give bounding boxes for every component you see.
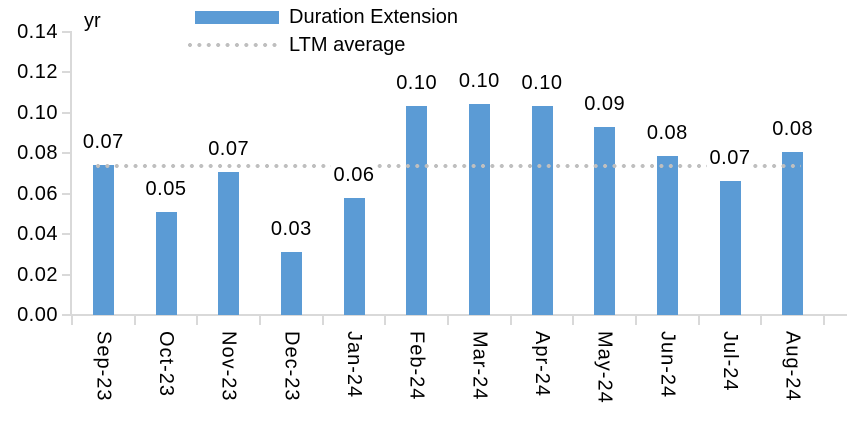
bar-value-label: 0.06 [331, 163, 377, 186]
y-tick-mark [62, 192, 70, 195]
bar-value-label: 0.08 [646, 122, 688, 145]
chart-legend: Duration Extension LTM average [188, 3, 458, 59]
y-tick-label: 0.10 [17, 101, 58, 124]
x-category-label: Dec-23 [280, 331, 303, 402]
ltm-average-line [95, 164, 801, 169]
bar-value-label: 0.05 [145, 177, 187, 200]
bar [468, 103, 490, 315]
x-category-label: Jul-24 [719, 331, 741, 392]
x-tick-mark [447, 316, 449, 325]
x-category-label: Feb-24 [405, 331, 428, 401]
y-axis-unit-label: yr [84, 10, 101, 32]
bar [406, 105, 428, 315]
y-tick-label: 0.08 [17, 142, 58, 165]
x-tick-mark [635, 316, 637, 325]
legend-label-duration-extension: Duration Extension [289, 5, 458, 28]
x-category-label: Jan-24 [343, 331, 365, 399]
y-tick-label: 0.06 [17, 182, 58, 205]
x-category-label: Aug-24 [781, 331, 804, 402]
bar [531, 105, 553, 315]
bar-value-label: 0.03 [270, 218, 312, 241]
y-tick-mark [62, 71, 70, 74]
x-category-label: Oct-23 [155, 331, 177, 398]
legend-dotted-line-swatch-icon [188, 43, 279, 47]
legend-item-ltm-average: LTM average [188, 31, 458, 59]
bar-value-label: 0.10 [396, 71, 438, 94]
x-category-label: Apr-24 [531, 331, 553, 398]
x-tick-mark [321, 316, 324, 325]
bar [343, 197, 365, 315]
bar-value-label: 0.10 [458, 69, 500, 92]
x-tick-mark [572, 316, 575, 325]
y-tick-label: 0.00 [17, 304, 58, 326]
bar-value-label: 0.07 [205, 138, 252, 161]
x-tick-mark [259, 316, 261, 325]
bar-value-label: 0.10 [521, 71, 563, 94]
y-tick-mark [62, 233, 70, 236]
y-tick-label: 0.12 [17, 61, 58, 84]
y-tick-mark [62, 111, 70, 114]
y-tick-mark [62, 31, 70, 33]
bar-value-label: 0.07 [82, 131, 124, 154]
x-category-label: Mar-24 [468, 331, 491, 401]
legend-label-ltm-average: LTM average [289, 33, 406, 56]
x-tick-mark [133, 316, 136, 325]
x-category-label: Nov-23 [217, 331, 240, 402]
bar [719, 180, 741, 315]
bar [656, 156, 678, 315]
x-tick-mark [760, 316, 763, 325]
x-tick-mark [823, 316, 825, 325]
x-tick-mark [384, 316, 387, 325]
bar-value-label: 0.08 [772, 118, 814, 141]
bar [594, 127, 616, 315]
x-category-label: May-24 [593, 331, 616, 404]
bar [92, 165, 114, 315]
x-axis-line [64, 314, 847, 316]
bar [155, 211, 177, 315]
bar [280, 252, 302, 315]
legend-item-duration-extension: Duration Extension [188, 3, 458, 31]
x-tick-mark [697, 316, 700, 325]
y-tick-mark [62, 314, 70, 316]
bar-value-label: 0.07 [707, 146, 753, 169]
y-tick-mark [62, 273, 70, 276]
x-tick-mark [196, 316, 199, 325]
y-tick-label: 0.02 [17, 263, 58, 286]
bar [782, 152, 804, 315]
y-tick-label: 0.04 [17, 223, 58, 246]
x-tick-mark [509, 316, 512, 325]
y-tick-mark [62, 152, 70, 155]
y-tick-label: 0.14 [17, 21, 58, 43]
x-category-label: Sep-23 [92, 331, 115, 402]
y-axis-line [70, 31, 72, 316]
x-category-label: Jun-24 [656, 331, 679, 399]
bar-value-label: 0.09 [584, 93, 626, 115]
legend-bar-swatch-icon [195, 10, 279, 24]
bar [218, 172, 240, 315]
x-tick-mark [71, 316, 73, 325]
